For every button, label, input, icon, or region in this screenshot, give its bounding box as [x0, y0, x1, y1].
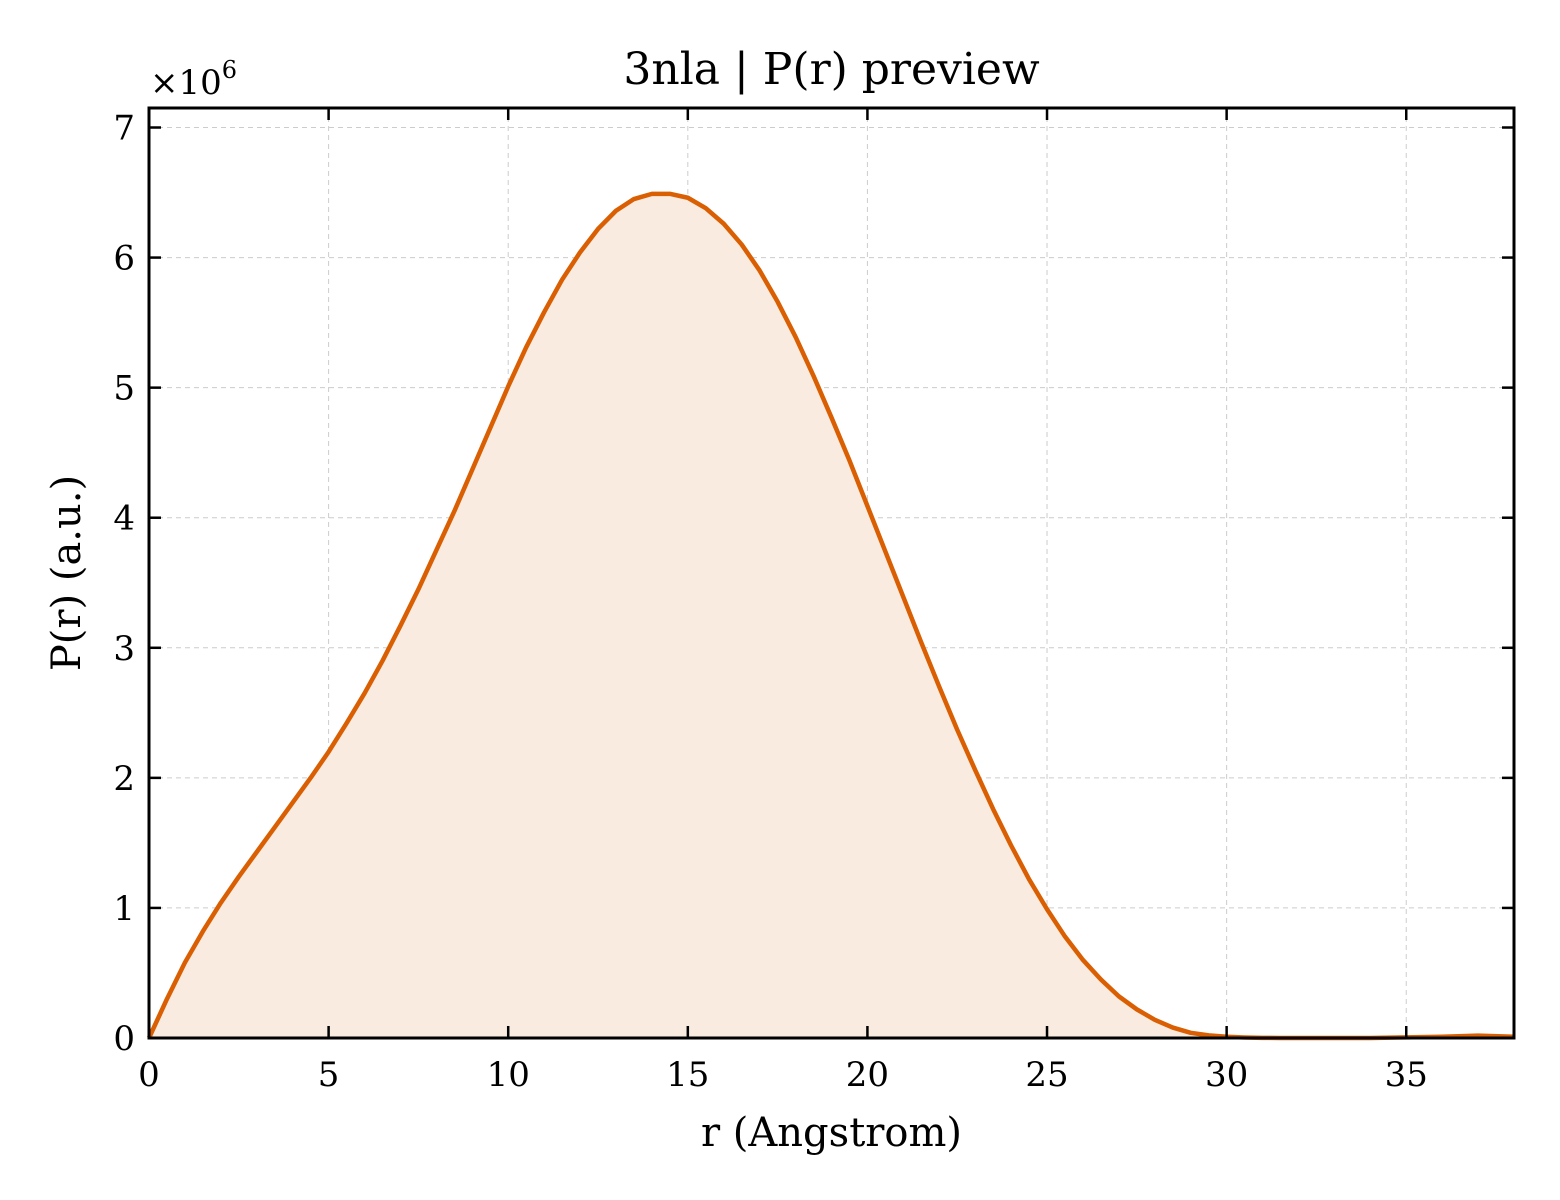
y-tick-label: 0 — [113, 1019, 135, 1059]
chart-title: 3nla | P(r) preview — [623, 44, 1040, 95]
x-axis-label: r (Angstrom) — [701, 1110, 962, 1156]
x-tick-label: 25 — [1025, 1055, 1068, 1095]
y-tick-label: 3 — [113, 629, 135, 669]
x-tick-label: 0 — [138, 1055, 160, 1095]
y-tick-label: 7 — [113, 109, 135, 149]
y-multiplier-base: ×10 — [150, 63, 222, 103]
x-tick-label: 5 — [318, 1055, 340, 1095]
y-multiplier-exponent: 6 — [222, 56, 237, 84]
x-tick-label: 10 — [487, 1055, 530, 1095]
plot-frame — [147, 106, 1516, 1040]
series-line — [146, 191, 1515, 1041]
y-multiplier-label: ×106 — [150, 56, 237, 103]
x-tick-label: 15 — [666, 1055, 709, 1095]
y-tick-label: 5 — [113, 369, 135, 409]
ticks: 0 5 10 15 20 25 30 35 0 1 2 3 4 5 6 7 — [113, 108, 1514, 1095]
y-tick-label: 2 — [113, 759, 135, 799]
y-tick-label: 4 — [113, 499, 135, 539]
x-tick-label: 20 — [846, 1055, 889, 1095]
y-axis-label: P(r) (a.u.) — [44, 475, 90, 671]
area-fill — [149, 193, 1514, 1039]
x-tick-label: 35 — [1385, 1055, 1428, 1095]
y-tick-label: 6 — [113, 239, 135, 279]
x-tick-label: 30 — [1205, 1055, 1248, 1095]
y-tick-label: 1 — [113, 889, 135, 929]
